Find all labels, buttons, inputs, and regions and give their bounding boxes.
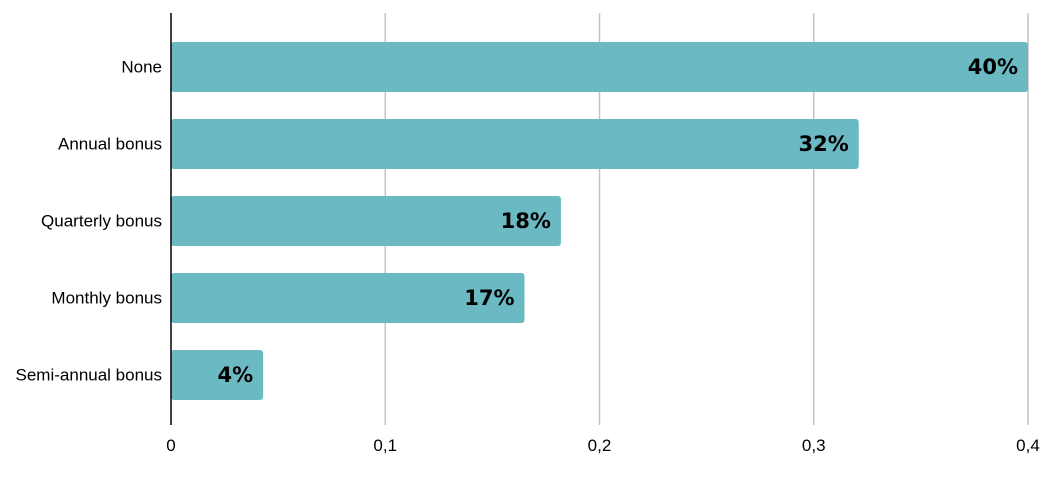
x-tick-label: 0 [166,436,175,455]
bar [171,42,1028,92]
bar [171,196,561,246]
x-tick-label: 0,4 [1016,436,1040,455]
category-label: None [121,58,162,77]
x-tick-label: 0,2 [588,436,612,455]
category-label: Monthly bonus [51,289,162,308]
category-label: Annual bonus [58,135,162,154]
data-label: 4% [217,363,253,387]
bar [171,273,525,323]
x-tick-label: 0,3 [802,436,826,455]
category-label: Quarterly bonus [41,212,162,231]
data-label: 32% [798,132,848,156]
data-label: 18% [501,209,551,233]
category-labels: None Annual bonus Quarterly bonus Monthly b… [16,58,162,385]
data-labels: 40% 32% 18% 17% 4% [217,55,1018,387]
x-axis-tick-labels: 0 0,1 0,2 0,3 0,4 [166,436,1040,455]
bar [171,119,859,169]
bars [171,42,1028,400]
category-label: Semi-annual bonus [16,366,162,385]
x-tick-label: 0,1 [373,436,397,455]
data-label: 17% [464,286,514,310]
bar [171,350,264,400]
data-label: 40% [968,55,1018,79]
